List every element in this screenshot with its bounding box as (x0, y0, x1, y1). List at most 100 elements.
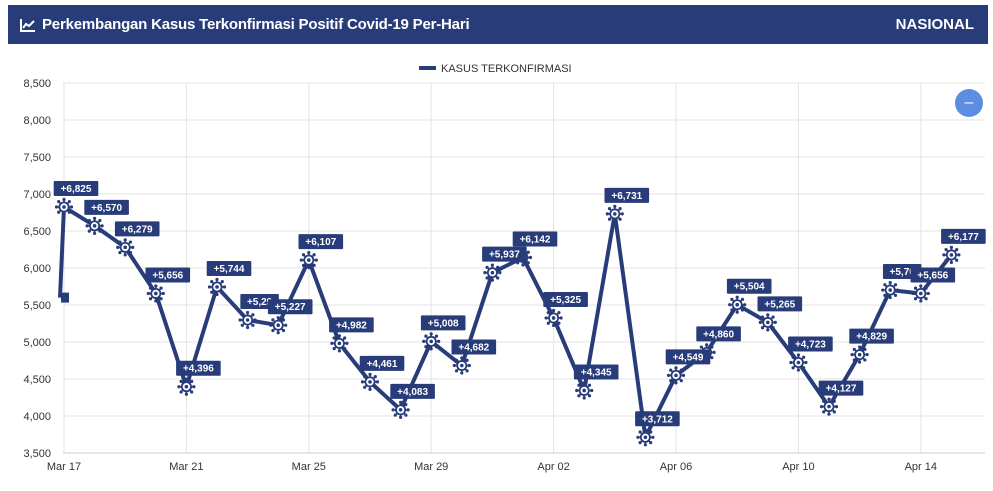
y-tick-label: 3,500 (23, 448, 51, 460)
x-tick-label: Apr 14 (905, 461, 937, 473)
data-label-box (512, 231, 558, 247)
data-point (54, 197, 74, 217)
data-label: +5,265 (764, 299, 795, 310)
data-label-box (941, 228, 986, 244)
data-label: +6,177 (948, 232, 979, 243)
data-label: +5,504 (734, 282, 765, 293)
data-label: +4,549 (673, 352, 704, 363)
data-label: +5,008 (428, 318, 459, 329)
x-tick-label: Mar 29 (414, 461, 448, 473)
data-label: +5,656 (152, 270, 183, 281)
data-point (207, 277, 227, 297)
x-tick-label: Apr 02 (537, 461, 569, 473)
data-label-box (53, 180, 99, 196)
data-point (881, 280, 900, 300)
series-line (58, 204, 953, 440)
data-label: +6,570 (91, 203, 122, 214)
data-label-box (145, 267, 191, 283)
data-label: +4,461 (367, 359, 398, 370)
data-label-box (849, 328, 894, 344)
data-label-box (726, 278, 772, 294)
data-label: +4,682 (458, 343, 489, 354)
chart-header: Perkembangan Kasus Terkonfirmasi Positif… (8, 5, 988, 44)
data-point (636, 428, 655, 447)
y-tick-label: 7,500 (23, 152, 51, 164)
data-label: +4,829 (856, 332, 887, 343)
y-tick-label: 6,500 (23, 226, 51, 238)
header-left: Perkembangan Kasus Terkonfirmasi Positif… (20, 16, 470, 33)
data-point (330, 334, 349, 353)
data-label-box (604, 187, 650, 203)
data-label: +5,937 (489, 250, 520, 261)
y-tick-label: 5,000 (23, 337, 51, 349)
data-label: +6,731 (611, 191, 642, 202)
data-label-box (329, 317, 374, 333)
data-point (911, 284, 930, 303)
data-label-box (420, 315, 466, 331)
chart-title: Perkembangan Kasus Terkonfirmasi Positif… (42, 16, 470, 33)
data-label-box (482, 246, 527, 262)
data-point (299, 250, 318, 270)
data-label-box (543, 291, 588, 307)
data-point (238, 310, 257, 330)
data-label-box (696, 326, 741, 342)
data-label-box (176, 360, 221, 376)
x-tick-label: Apr 10 (782, 461, 814, 473)
data-label: +4,083 (397, 387, 428, 398)
x-tick-label: Mar 21 (169, 461, 203, 473)
edge-label-marker (61, 292, 69, 303)
region-label: NASIONAL (895, 16, 974, 33)
data-label-box (84, 199, 129, 215)
data-label-box (665, 349, 711, 365)
data-label: +4,127 (826, 384, 857, 395)
data-point (575, 381, 594, 400)
data-point (269, 316, 288, 335)
data-point (391, 400, 410, 419)
data-point (819, 397, 839, 416)
data-label: +5,29 (247, 297, 273, 308)
data-label-box (390, 383, 435, 399)
data-point (360, 372, 380, 391)
x-tick-label: Mar 25 (292, 461, 326, 473)
y-tick-label: 8,000 (23, 115, 51, 127)
legend-label: KASUS TERKONFIRMASI (441, 63, 572, 75)
data-point (544, 308, 563, 328)
collapse-button[interactable]: – (955, 89, 983, 117)
y-tick-label: 4,000 (23, 411, 51, 423)
data-point (789, 353, 808, 372)
data-point (666, 366, 686, 385)
data-point (177, 377, 196, 396)
data-label-box (573, 364, 619, 380)
data-label-box (910, 267, 956, 283)
data-label: +5,656 (917, 270, 948, 281)
data-label-box (206, 260, 252, 276)
data-point (850, 345, 869, 364)
data-label: +4,860 (703, 329, 734, 340)
data-label-box (757, 296, 803, 312)
data-point (758, 313, 777, 332)
data-label: +5,744 (214, 264, 245, 275)
data-label: +6,279 (122, 224, 153, 235)
data-label: +6,107 (305, 237, 336, 248)
data-label: +6,142 (520, 234, 551, 245)
minus-icon: – (964, 94, 974, 111)
data-point (483, 263, 502, 282)
data-label: +6,825 (61, 184, 92, 195)
y-tick-label: 8,500 (23, 78, 51, 90)
data-label: +3,712 (642, 414, 673, 425)
data-point (422, 332, 441, 351)
data-label: +4,396 (183, 364, 214, 375)
line-chart-icon (20, 18, 36, 32)
data-label: +5,227 (275, 302, 306, 313)
data-label: +5,70 (890, 267, 916, 278)
data-point (116, 238, 135, 257)
data-label: +5,325 (550, 295, 581, 306)
x-tick-label: Mar 17 (47, 461, 81, 473)
data-label: +4,982 (336, 320, 367, 331)
data-label-box (788, 336, 833, 352)
data-label-box (451, 339, 497, 355)
data-point (146, 284, 165, 303)
y-tick-label: 5,500 (23, 300, 51, 312)
data-label-box (298, 234, 344, 250)
